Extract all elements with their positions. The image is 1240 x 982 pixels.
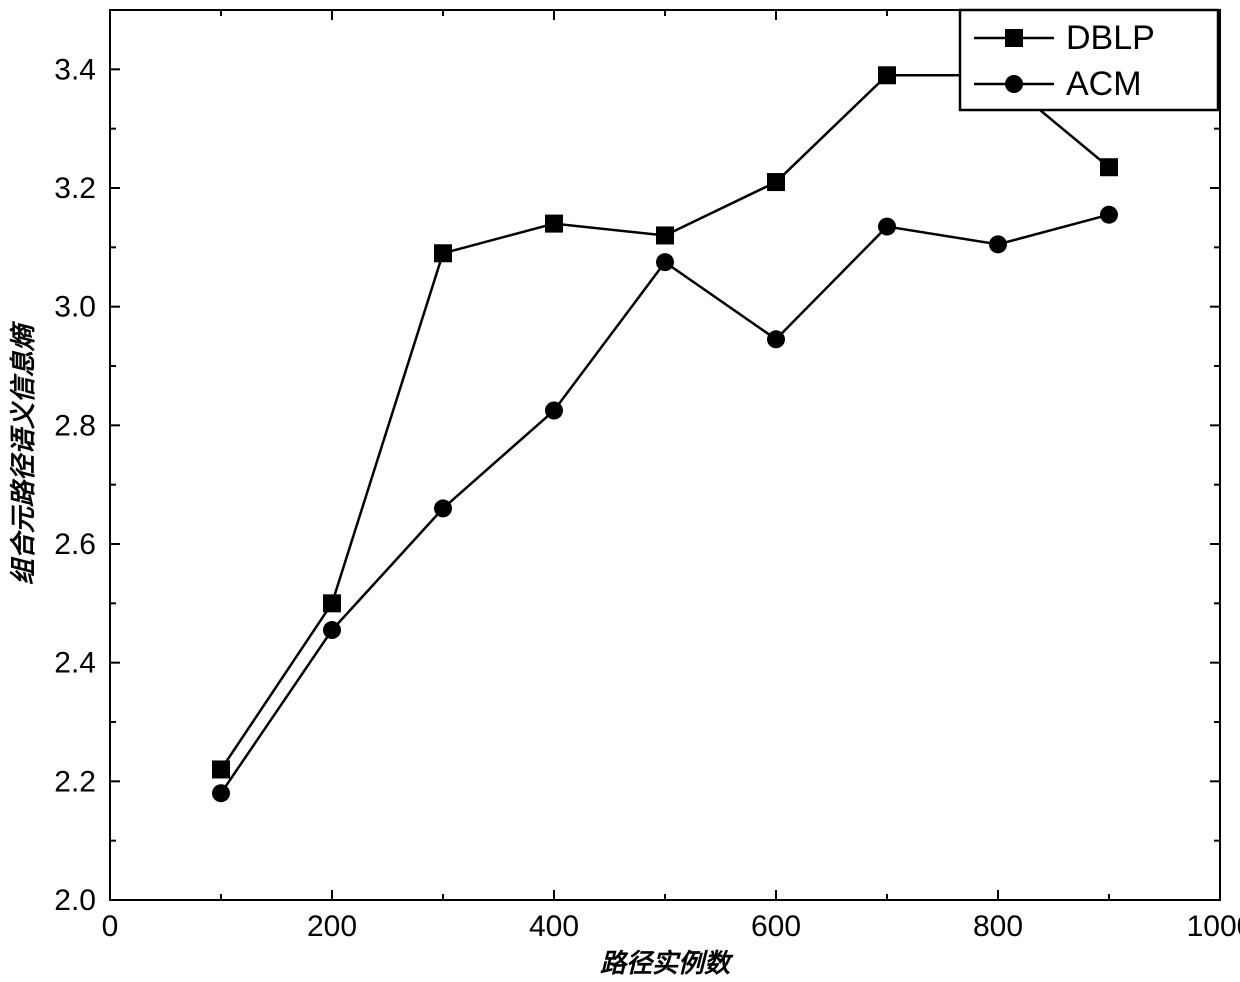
marker-circle-ACM: [1100, 206, 1118, 224]
marker-circle-ACM: [545, 402, 563, 420]
marker-circle-ACM: [434, 499, 452, 517]
x-tick-label: 800: [973, 910, 1023, 943]
marker-square-DBLP: [656, 226, 674, 244]
x-tick-label: 600: [751, 910, 801, 943]
legend-label-DBLP: DBLP: [1066, 19, 1155, 57]
marker-circle-ACM: [767, 330, 785, 348]
y-tick-label: 3.4: [54, 53, 96, 86]
y-tick-label: 3.0: [54, 291, 96, 324]
legend-marker-ACM: [1005, 75, 1023, 93]
marker-circle-ACM: [323, 621, 341, 639]
x-tick-label: 200: [307, 910, 357, 943]
y-tick-label: 3.2: [54, 172, 96, 205]
marker-square-DBLP: [878, 66, 896, 84]
marker-square-DBLP: [434, 244, 452, 262]
x-axis-label: 路径实例数: [600, 948, 734, 978]
y-axis-label: 组合元路径语义信息熵: [8, 320, 38, 585]
marker-square-DBLP: [545, 215, 563, 233]
y-tick-label: 2.0: [54, 884, 96, 917]
legend-marker-DBLP: [1005, 29, 1023, 47]
marker-circle-ACM: [656, 253, 674, 271]
y-tick-label: 2.4: [54, 647, 96, 680]
marker-square-DBLP: [212, 760, 230, 778]
marker-square-DBLP: [1100, 158, 1118, 176]
series-line-ACM: [221, 215, 1109, 794]
marker-circle-ACM: [878, 218, 896, 236]
series-line-DBLP: [221, 75, 1109, 769]
marker-circle-ACM: [212, 784, 230, 802]
x-tick-label: 0: [102, 910, 119, 943]
y-tick-label: 2.6: [54, 528, 96, 561]
y-tick-label: 2.8: [54, 409, 96, 442]
chart-container: 0 200 400 600 800 1000 2.0 2.2 2.4 2.6 2.8 3.0 3.2 3.…: [0, 0, 1240, 982]
plot-border: [110, 10, 1220, 900]
marker-square-DBLP: [323, 594, 341, 612]
marker-square-DBLP: [767, 173, 785, 191]
x-tick-label: 1000: [1187, 910, 1240, 943]
x-tick-label: 400: [529, 910, 579, 943]
legend-label-ACM: ACM: [1066, 65, 1142, 103]
y-tick-label: 2.2: [54, 765, 96, 798]
line-chart: 0 200 400 600 800 1000 2.0 2.2 2.4 2.6 2.8 3.0 3.2 3.…: [0, 0, 1240, 982]
marker-circle-ACM: [989, 235, 1007, 253]
